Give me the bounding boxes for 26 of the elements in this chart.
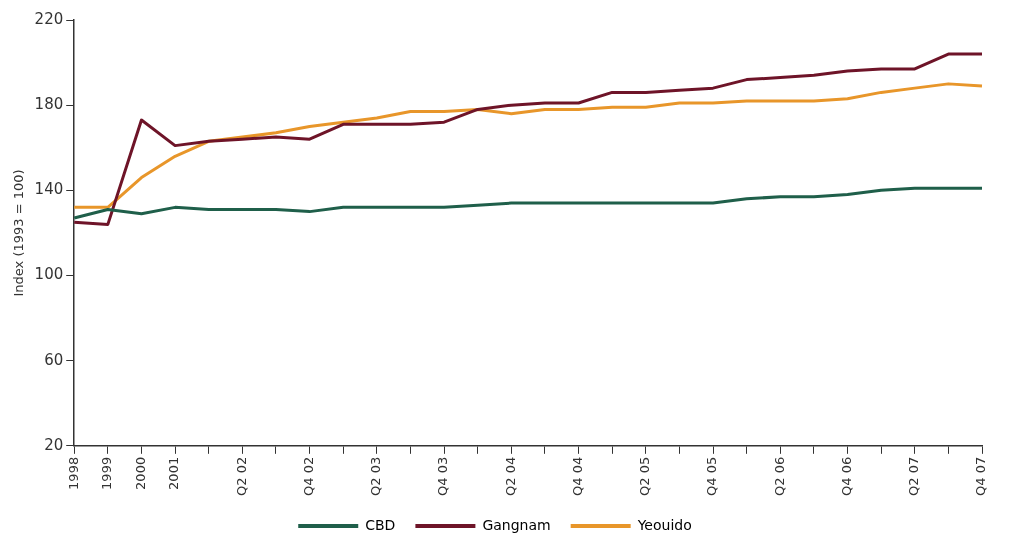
- y-tick-label: 100: [34, 265, 64, 284]
- y-tick-label: 220: [34, 9, 64, 28]
- x-tick-label: Q4 05: [704, 456, 720, 497]
- x-tick-label: Q4 07: [973, 456, 989, 497]
- y-axis-title: Index (1993 = 100): [11, 169, 27, 297]
- legend-label: CBD: [365, 516, 396, 533]
- y-tick-label: 140: [34, 180, 64, 199]
- legend-label: Gangnam: [482, 516, 551, 533]
- y-tick-label: 60: [44, 350, 64, 369]
- x-tick-label: Q2 04: [502, 456, 518, 497]
- x-tick-label: 1999: [99, 456, 115, 490]
- x-tick-label: Q4 06: [838, 456, 854, 497]
- y-tick-label: 180: [34, 95, 64, 114]
- x-tick-label: 2000: [132, 456, 148, 490]
- y-tick-label: 20: [44, 435, 64, 454]
- legend-label: Yeouido: [636, 516, 692, 533]
- x-tick-label: Q2 03: [368, 456, 384, 497]
- x-tick-label: Q2 05: [637, 456, 653, 497]
- x-tick-label: Q4 03: [435, 456, 451, 497]
- x-tick-label: Q2 02: [233, 456, 249, 497]
- x-tick-label: Q4 02: [300, 456, 316, 497]
- x-tick-label: 2001: [166, 456, 182, 490]
- x-tick-label: Q2 07: [906, 456, 922, 497]
- x-tick-label: Q2 06: [771, 456, 787, 497]
- x-tick-label: 1998: [65, 456, 81, 490]
- x-tick-label: Q4 04: [569, 456, 585, 497]
